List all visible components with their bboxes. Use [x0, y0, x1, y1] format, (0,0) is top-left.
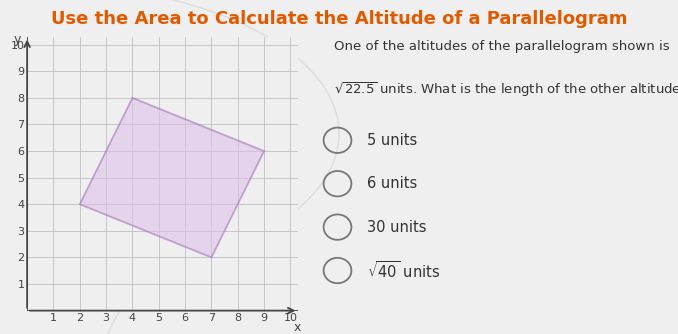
Text: 30 units: 30 units: [367, 220, 426, 234]
Text: 5 units: 5 units: [367, 133, 417, 148]
Text: Use the Area to Calculate the Altitude of a Parallelogram: Use the Area to Calculate the Altitude o…: [51, 10, 627, 28]
Text: $\sqrt{22.5}$ units. What is the length of the other altitude?: $\sqrt{22.5}$ units. What is the length …: [334, 80, 678, 99]
Text: $\sqrt{40}$ units: $\sqrt{40}$ units: [367, 260, 440, 281]
Text: y: y: [13, 33, 20, 46]
Text: One of the altitudes of the parallelogram shown is: One of the altitudes of the parallelogra…: [334, 40, 669, 53]
Text: x: x: [294, 321, 300, 334]
Text: 6 units: 6 units: [367, 176, 417, 191]
Polygon shape: [80, 98, 264, 258]
